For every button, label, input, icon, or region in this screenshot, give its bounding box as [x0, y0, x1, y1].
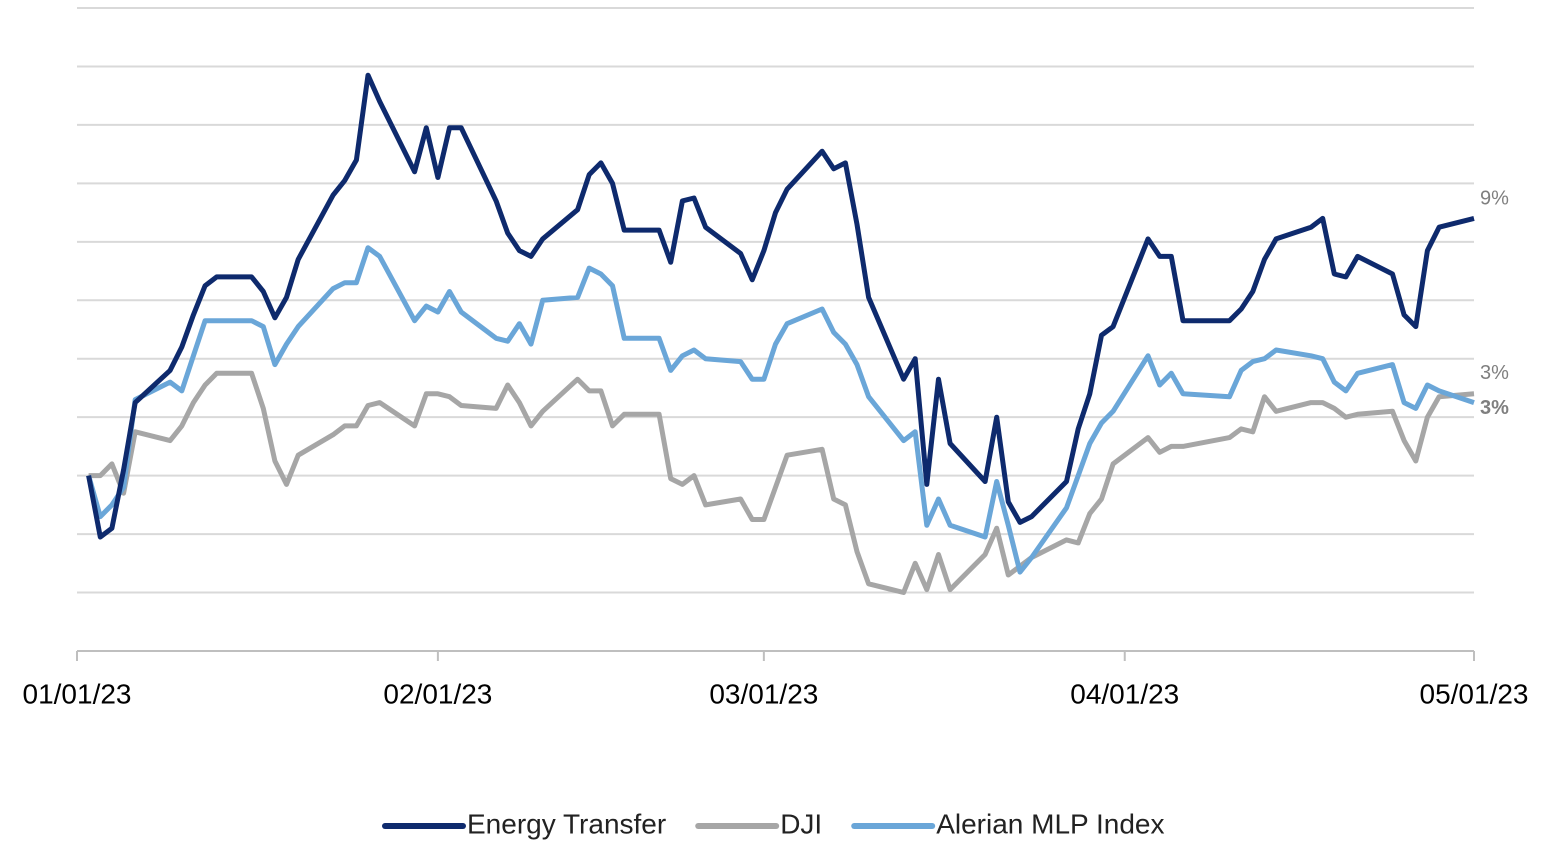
legend-label: Alerian MLP Index	[936, 808, 1164, 839]
legend-label: Energy Transfer	[467, 808, 666, 839]
x-tick-label: 04/01/23	[1070, 678, 1179, 709]
x-tick-label: 01/01/23	[23, 678, 132, 709]
series-line	[86, 72, 1475, 540]
series-line	[88, 370, 1475, 595]
x-tick-label: 03/01/23	[709, 678, 818, 709]
end-label: 3%	[1480, 362, 1509, 384]
legend-label: DJI	[780, 808, 822, 839]
x-tick-label: 02/01/23	[383, 678, 492, 709]
end-label: 3%	[1480, 397, 1509, 419]
x-tick-label: 05/01/23	[1420, 678, 1529, 709]
end-label: 9%	[1480, 188, 1509, 210]
series-line	[86, 245, 1475, 575]
